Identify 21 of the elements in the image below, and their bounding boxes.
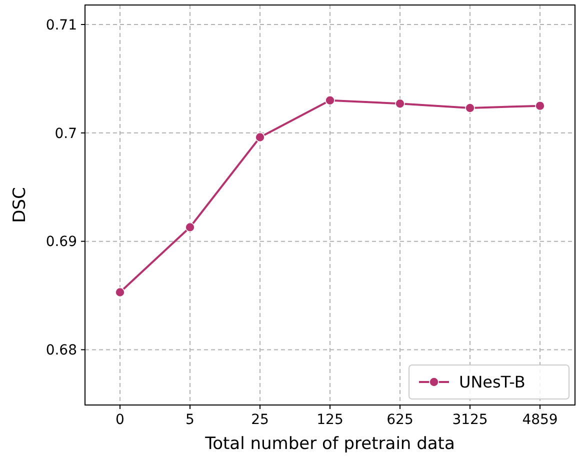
point — [255, 132, 265, 142]
y-tick-label: 0.71 — [46, 17, 77, 34]
x-tick-label: 25 — [251, 412, 269, 428]
y-tick-label: 0.68 — [46, 342, 77, 359]
point — [325, 95, 335, 106]
y-tick-label: 0.7 — [54, 126, 77, 142]
x-tick-label: 125 — [316, 412, 344, 428]
point — [185, 222, 195, 232]
x-tick-label: 4859 — [522, 412, 558, 428]
legend-label: UNesT-B — [459, 372, 526, 392]
point — [395, 98, 405, 109]
y-axis-title: DSC — [10, 187, 30, 223]
x-tick-label: 5 — [186, 412, 194, 428]
x-axis-title: Total number of pretrain data — [204, 434, 455, 454]
x-tick-label: 3125 — [452, 412, 488, 428]
point — [465, 103, 475, 113]
point — [535, 100, 545, 111]
y-tick-label: 0.69 — [46, 234, 77, 250]
x-tick-label: 0 — [116, 412, 124, 428]
x-tick-label: 625 — [386, 412, 414, 428]
point — [115, 287, 125, 298]
